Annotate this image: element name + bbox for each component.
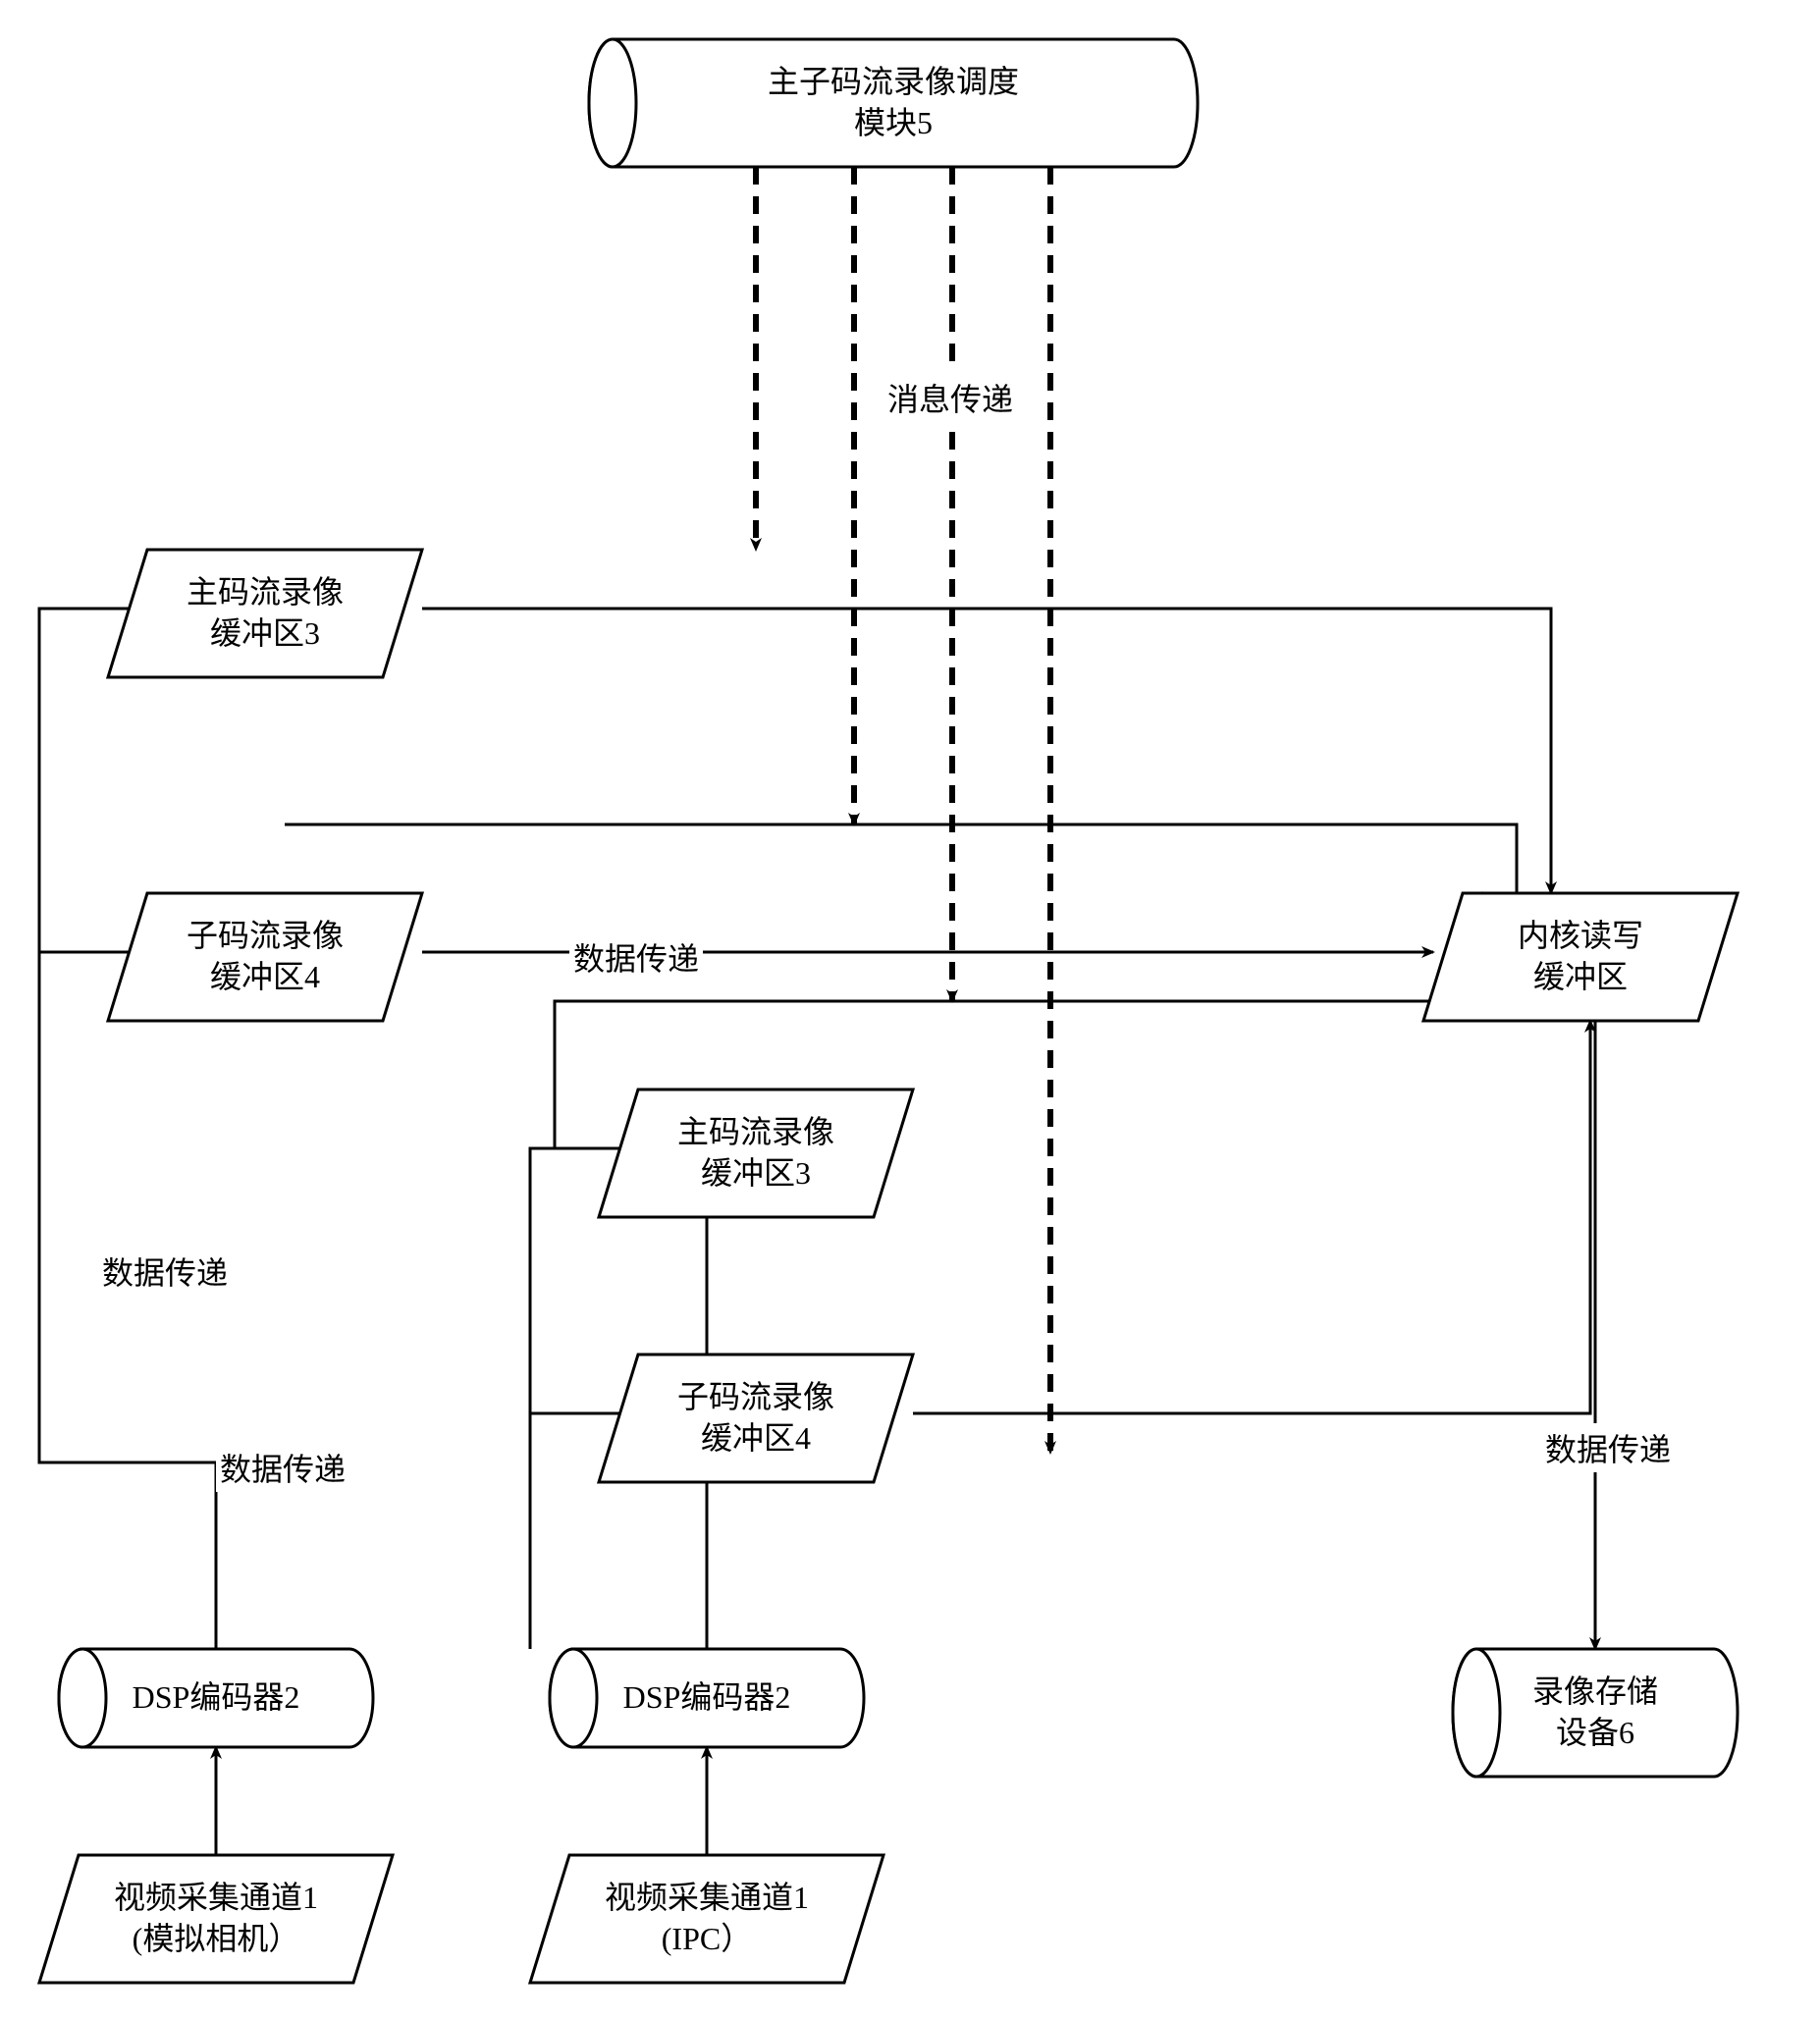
edge	[285, 824, 1517, 893]
node-main_buf_1	[108, 550, 422, 677]
node-cam1	[39, 1855, 393, 1983]
node-kernel_buf	[1423, 893, 1738, 1021]
diagram-canvas	[0, 0, 1820, 2019]
edge	[39, 609, 216, 1649]
node-dispatch-cap	[589, 39, 636, 167]
node-dispatch	[589, 39, 1198, 167]
node-cam2	[530, 1855, 883, 1983]
node-storage-cap	[1453, 1649, 1500, 1777]
node-sub_buf_1	[108, 893, 422, 1021]
node-main_buf_2	[599, 1089, 913, 1217]
node-dsp2-cap	[550, 1649, 597, 1747]
node-dsp1-cap	[59, 1649, 106, 1747]
edge	[422, 609, 1551, 893]
node-sub_buf_2	[599, 1355, 913, 1482]
edge	[913, 1021, 1590, 1413]
